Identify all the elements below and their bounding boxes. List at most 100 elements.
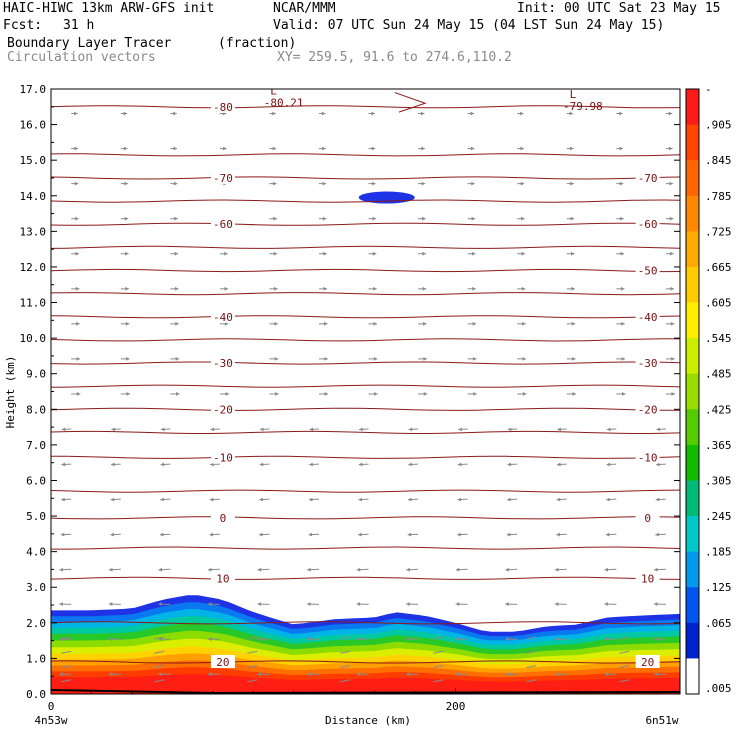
- circulation-vector: [170, 251, 179, 256]
- circulation-vector: [467, 216, 476, 221]
- vector-head: [455, 637, 460, 642]
- vector-head: [356, 637, 361, 642]
- isotherm-line: [51, 384, 680, 388]
- circulation-vector: [207, 672, 220, 677]
- circulation-vector: [60, 532, 72, 537]
- circulation-vector: [467, 286, 476, 291]
- colorbar-label: .425: [705, 403, 732, 416]
- colorbar-swatch: [686, 266, 699, 304]
- circulation-vector: [655, 532, 666, 537]
- circulation-vector: [120, 111, 128, 116]
- field-units: (fraction): [218, 36, 297, 51]
- circulation-vector: [269, 392, 279, 396]
- vector-head: [570, 181, 574, 186]
- lowlevel-vector: [154, 636, 165, 640]
- circulation-vector: [368, 146, 376, 151]
- lowlevel-vector: [247, 679, 258, 683]
- vector-head: [619, 181, 624, 186]
- circulation-vector: [665, 392, 676, 396]
- vector-head: [458, 427, 462, 432]
- vector-head: [59, 637, 63, 642]
- lowlevel-vector: [61, 679, 72, 683]
- circulation-vector: [665, 181, 673, 186]
- circulation-vector: [259, 462, 270, 467]
- isotherm-line: [51, 292, 680, 296]
- isotherm-label: -70: [638, 172, 658, 185]
- isotherm-label-bg: [635, 654, 660, 668]
- low-value: -80.21: [264, 96, 304, 109]
- circulation-vector: [566, 321, 576, 326]
- circulation-vector: [418, 356, 427, 361]
- vector-head: [59, 602, 63, 607]
- circulation-vector: [269, 216, 277, 221]
- circulation-vector: [258, 532, 270, 537]
- vector-head: [656, 462, 660, 467]
- circulation-vector: [158, 672, 171, 677]
- circulation-vector: [61, 497, 72, 502]
- vector-head: [571, 251, 575, 256]
- isotherm-label-bg: [635, 263, 660, 277]
- circulation-vector: [61, 427, 72, 432]
- vector-head: [520, 146, 524, 151]
- circulation-vector: [457, 532, 468, 537]
- circulation-vector: [158, 602, 171, 607]
- circulation-vector: [368, 216, 376, 221]
- circulation-vector: [170, 146, 178, 151]
- valid-time: Valid: 07 UTC Sun 24 May 15 (04 LST Sun …: [273, 18, 665, 33]
- vector-head: [209, 532, 214, 537]
- y-tick-label: 5.0: [26, 510, 46, 523]
- circulation-vector: [505, 567, 518, 572]
- vector-head: [208, 567, 212, 572]
- low-marker: L: [570, 88, 577, 101]
- vector-head: [522, 356, 527, 361]
- circulation-vector: [368, 392, 378, 396]
- vector-head: [521, 251, 525, 256]
- y-tick-label: 15.0: [20, 154, 47, 167]
- circulation-vector: [207, 602, 220, 607]
- vector-head: [260, 427, 264, 432]
- vector-head: [257, 567, 262, 572]
- vector-head: [505, 637, 509, 642]
- colorbar-label: .785: [705, 190, 732, 203]
- fcst-value: 31 h: [63, 18, 95, 33]
- vector-head: [173, 181, 178, 186]
- circulation-vector: [554, 637, 567, 642]
- circulation-vector: [71, 146, 78, 151]
- vector-head: [372, 251, 377, 256]
- circulation-vector: [665, 111, 673, 116]
- circulation-vector: [665, 321, 675, 326]
- y-tick-label: 4.0: [26, 546, 46, 559]
- circulation-vector: [71, 111, 78, 116]
- vector-head: [407, 497, 412, 502]
- isotherm-line: [51, 361, 680, 365]
- vector-head: [571, 321, 576, 326]
- vector-head: [124, 216, 129, 221]
- circulation-vector: [368, 181, 376, 186]
- isotherm-label: -70: [213, 172, 233, 185]
- vector-head: [358, 462, 363, 467]
- circulation-vector: [418, 392, 428, 396]
- lowlevel-vector: [61, 665, 72, 669]
- vector-head: [470, 111, 475, 116]
- circulation-vector: [665, 146, 673, 151]
- circulation-vector: [505, 602, 518, 607]
- isotherm-label: -10: [213, 451, 233, 464]
- circulation-vector: [556, 532, 567, 537]
- vector-head: [159, 532, 164, 537]
- vector-head: [506, 532, 511, 537]
- vector-head: [323, 321, 328, 326]
- y-tick-label: 9.0: [26, 368, 46, 381]
- vector-head: [272, 181, 277, 186]
- circulation-vector: [160, 462, 171, 467]
- vector-head: [620, 251, 625, 256]
- circulation-vector: [505, 637, 518, 642]
- vector-head: [258, 532, 263, 537]
- lowlevel-vector: [61, 636, 72, 640]
- vector-head: [668, 111, 673, 116]
- circulation-vector: [517, 216, 525, 221]
- circulation-vector: [170, 321, 179, 326]
- isotherm-label: -60: [638, 218, 658, 231]
- circulation-vector: [616, 392, 626, 396]
- circulation-vector: [616, 216, 624, 221]
- colorbar-label: .845: [705, 154, 732, 167]
